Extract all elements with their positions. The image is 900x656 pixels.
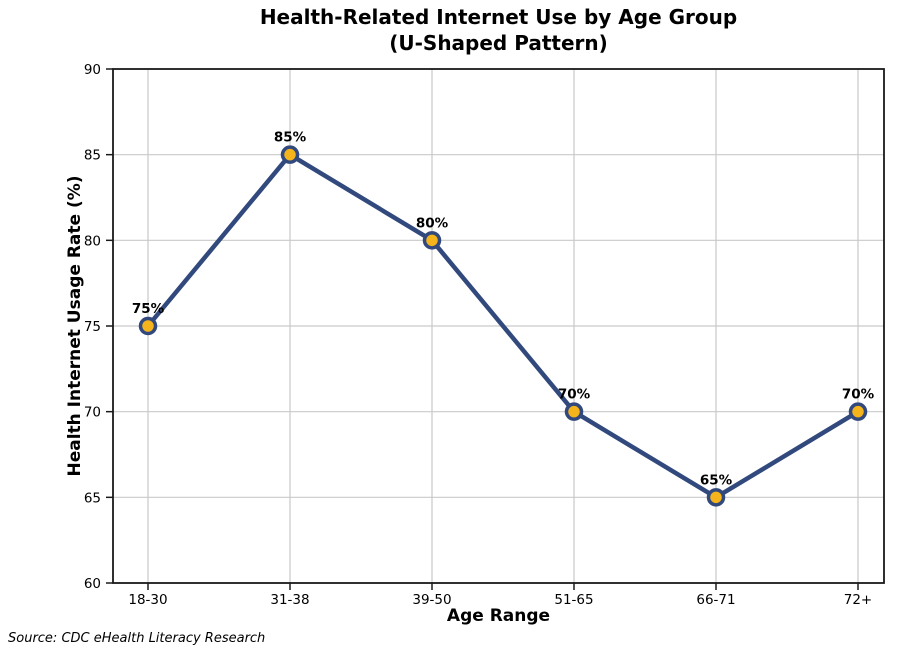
x-axis-label: Age Range <box>446 606 551 626</box>
x-tick-label: 39-50 <box>412 592 451 608</box>
y-tick-label: 90 <box>84 62 101 78</box>
point-value-label: 85% <box>274 130 307 146</box>
y-tick-label: 60 <box>84 576 101 592</box>
y-tick-label: 75 <box>84 319 101 335</box>
data-point-marker <box>848 402 868 421</box>
point-value-label: 70% <box>558 387 591 403</box>
point-value-label: 75% <box>132 301 165 317</box>
y-tick-label: 80 <box>84 233 101 249</box>
data-point-marker <box>422 231 442 250</box>
x-tick-label: 66-71 <box>696 592 735 608</box>
source-note: Source: CDC eHealth Literacy Research <box>8 631 266 646</box>
x-tick-label: 72+ <box>844 592 873 608</box>
x-tick-label: 18-30 <box>128 592 167 608</box>
data-line <box>145 152 861 500</box>
chart-title-line-2: (U-Shaped Pattern) <box>389 31 608 55</box>
data-point-marker <box>564 402 584 421</box>
x-tick-label: 51-65 <box>554 592 593 608</box>
data-point-marker <box>280 145 300 164</box>
chart-title-line-1: Health-Related Internet Use by Age Group <box>259 5 738 29</box>
y-tick-label: 70 <box>84 405 101 421</box>
y-tick-label: 85 <box>84 148 101 164</box>
point-value-label: 80% <box>416 215 449 231</box>
data-point-marker <box>138 316 158 336</box>
data-point-marker <box>706 488 726 507</box>
x-tick-label: 31-38 <box>270 592 309 608</box>
point-value-label: 70% <box>842 387 875 403</box>
point-value-label: 65% <box>700 472 733 488</box>
chart-title: Health-Related Internet Use by Age Group… <box>113 4 884 56</box>
y-tick-label: 65 <box>84 490 101 506</box>
